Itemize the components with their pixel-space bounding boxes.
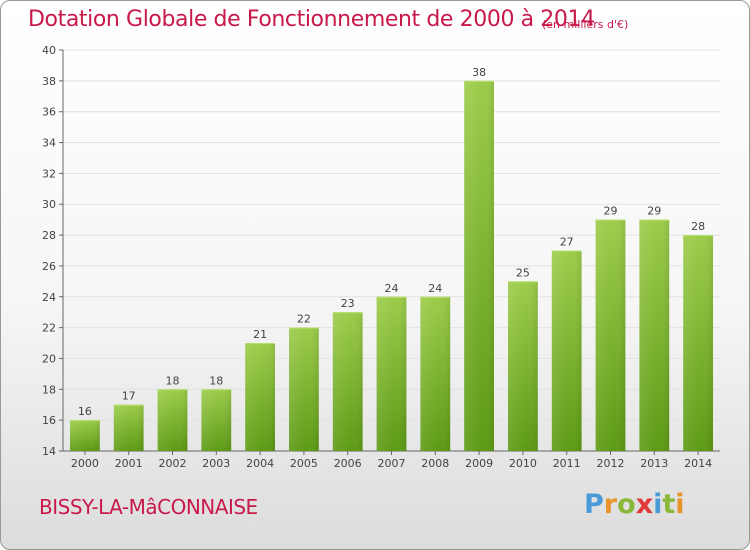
x-tick-label: 2002	[159, 457, 187, 470]
bar-shade-2009	[464, 80, 494, 451]
commune-name: BISSY-LA-MâCONNAISE	[39, 495, 258, 519]
chart-subtitle: (en milliers d'€)	[542, 18, 629, 31]
data-label-2010: 25	[516, 266, 530, 279]
data-label-2008: 24	[428, 282, 442, 295]
x-tick-label: 2007	[378, 457, 406, 470]
x-tick-label: 2003	[202, 457, 230, 470]
y-tick-label: 18	[42, 383, 56, 396]
data-label-2011: 27	[560, 236, 574, 249]
x-tick-label: 2014	[684, 457, 712, 470]
data-label-2002: 18	[166, 374, 180, 387]
x-tick-label: 2004	[246, 457, 274, 470]
y-tick-label: 24	[42, 291, 56, 304]
data-label-2013: 29	[647, 205, 661, 218]
bar-shade-2014	[683, 235, 713, 451]
bar-shade-2012	[595, 219, 626, 451]
data-label-2000: 16	[78, 405, 92, 418]
x-tick-label: 2011	[553, 457, 581, 470]
data-label-2003: 18	[209, 374, 223, 387]
x-tick-label: 2012	[597, 457, 625, 470]
y-tick-label: 22	[42, 322, 56, 335]
bar-shade-2004	[245, 343, 275, 451]
data-label-2014: 28	[691, 220, 705, 233]
y-tick-label: 26	[42, 260, 56, 273]
data-labels: 16 17 18 18 21 22 23 24 24 38 25 27 29 29 28	[78, 66, 705, 418]
y-tick-label: 16	[42, 414, 56, 427]
y-tick-label: 32	[42, 167, 56, 180]
data-label-2009: 38	[472, 66, 486, 79]
x-tick-label: 2001	[115, 457, 143, 470]
x-tick-label: 2000	[71, 457, 99, 470]
data-label-2004: 21	[253, 328, 267, 341]
bar-shade-2005	[289, 327, 319, 451]
bar-shade-2001	[113, 404, 144, 451]
bar-shade-2007	[376, 296, 407, 451]
data-label-2007: 24	[385, 282, 399, 295]
bar-shade-2000	[70, 420, 100, 451]
x-tick-label: 2013	[640, 457, 668, 470]
x-tick-label: 2008	[421, 457, 449, 470]
y-tick-label: 36	[42, 106, 56, 119]
bar-shade-2003	[201, 389, 232, 451]
y-tick-label: 40	[42, 44, 56, 57]
y-tick-label: 28	[42, 229, 56, 242]
y-tick-label: 30	[42, 198, 56, 211]
bar-shade-2013	[639, 219, 670, 451]
y-tick-label: 20	[42, 352, 56, 365]
x-tick-label: 2006	[334, 457, 362, 470]
proxiti-logo[interactable]: Proxiti	[584, 489, 685, 520]
bar-shade-2011	[551, 250, 582, 451]
bar-shade-2002	[157, 389, 188, 451]
x-tick-label: 2010	[509, 457, 537, 470]
chart-title: Dotation Globale de Fonctionnement de 20…	[28, 7, 595, 32]
bar-shade-2010	[508, 281, 538, 451]
data-label-2001: 17	[122, 390, 136, 403]
data-label-2012: 29	[604, 205, 618, 218]
y-tick-label: 14	[42, 445, 56, 458]
y-tick-label: 38	[42, 75, 56, 88]
bar-shade-2008	[420, 296, 451, 451]
x-tick-label: 2005	[290, 457, 318, 470]
bar-shade-2006	[332, 312, 363, 451]
data-label-2006: 23	[341, 297, 355, 310]
y-tick-label: 34	[42, 137, 56, 150]
bars	[70, 80, 713, 451]
x-tick-label: 2009	[465, 457, 493, 470]
data-label-2005: 22	[297, 313, 311, 326]
